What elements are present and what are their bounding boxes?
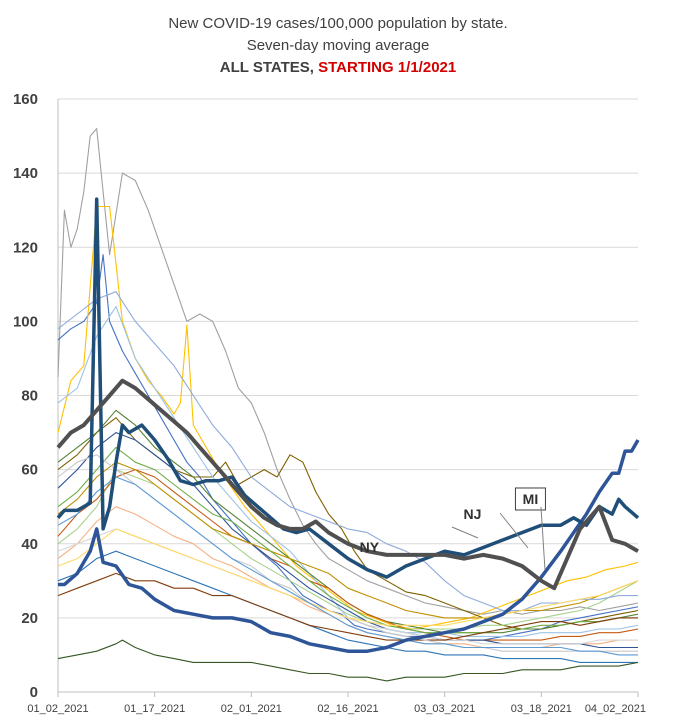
title-line-2: Seven-day moving average: [247, 37, 430, 54]
x-axis: 01_02_2021 01_17_2021 02_01_2021 02_16_2021…: [27, 691, 646, 715]
annotations: NY NJ MI: [360, 487, 546, 571]
title-line-3-prefix: ALL STATES,: [220, 59, 318, 76]
title-line-1: New COVID-19 cases/100,000 population by…: [168, 15, 507, 32]
y-tick-label: 160: [13, 91, 38, 108]
series-line-11: [57, 291, 638, 612]
x-tick-label: 03_18_2021: [511, 703, 572, 715]
annotation-leader-mi: [540, 506, 546, 571]
y-tick-label: 40: [21, 536, 38, 553]
series-line-15: [57, 572, 638, 641]
annotation-label-ny: NY: [360, 539, 380, 555]
annotation-label-nj: NJ: [463, 506, 481, 522]
series-line-nj: [56, 197, 640, 579]
series-line-6: [57, 409, 639, 634]
series-line-19: [57, 476, 638, 656]
y-tick-label: 120: [13, 239, 38, 256]
series-line-10: [57, 461, 639, 619]
x-tick-label: 03_03_2021: [414, 703, 475, 715]
series-line-7: [57, 469, 639, 641]
title-line-3-highlight: STARTING 1/1/2021: [318, 59, 456, 76]
series-line-mi: [58, 439, 640, 653]
series-line-ny: [56, 378, 639, 591]
y-axis: 0 20 40 60 80 100 120 140 160: [13, 91, 59, 701]
series-line-18: [57, 528, 639, 626]
background-series: [57, 128, 639, 682]
y-tick-label: 60: [21, 462, 38, 479]
title-line-3: ALL STATES, STARTING 1/1/2021: [220, 59, 456, 76]
x-tick-label: 02_01_2021: [221, 703, 282, 715]
x-tick-label: 04_02_2021: [585, 703, 646, 715]
y-tick-label: 100: [13, 313, 38, 330]
y-tick-label: 80: [21, 388, 38, 405]
y-tick-label: 140: [13, 165, 38, 182]
y-tick-label: 0: [30, 684, 38, 701]
annotation-leader-ny: [451, 526, 479, 539]
x-tick-label: 01_17_2021: [124, 703, 185, 715]
x-tick-label: 02_16_2021: [317, 703, 378, 715]
annotation-label-mi: MI: [523, 491, 539, 507]
annotation-leader-nj: [499, 512, 529, 549]
series-line-3: [57, 417, 639, 630]
series-line-17: [57, 639, 639, 682]
highlighted-series: [56, 197, 640, 653]
series-line-12: [57, 446, 638, 634]
x-tick-label: 01_02_2021: [27, 703, 88, 715]
series-line-1: [57, 254, 639, 641]
series-line-0: [57, 128, 639, 615]
chart-title: New COVID-19 cases/100,000 population by…: [168, 15, 507, 76]
y-tick-label: 20: [21, 610, 38, 627]
series-line-14: [57, 550, 638, 663]
series-line-8: [57, 506, 638, 649]
annotation-box-mi: [514, 487, 546, 511]
